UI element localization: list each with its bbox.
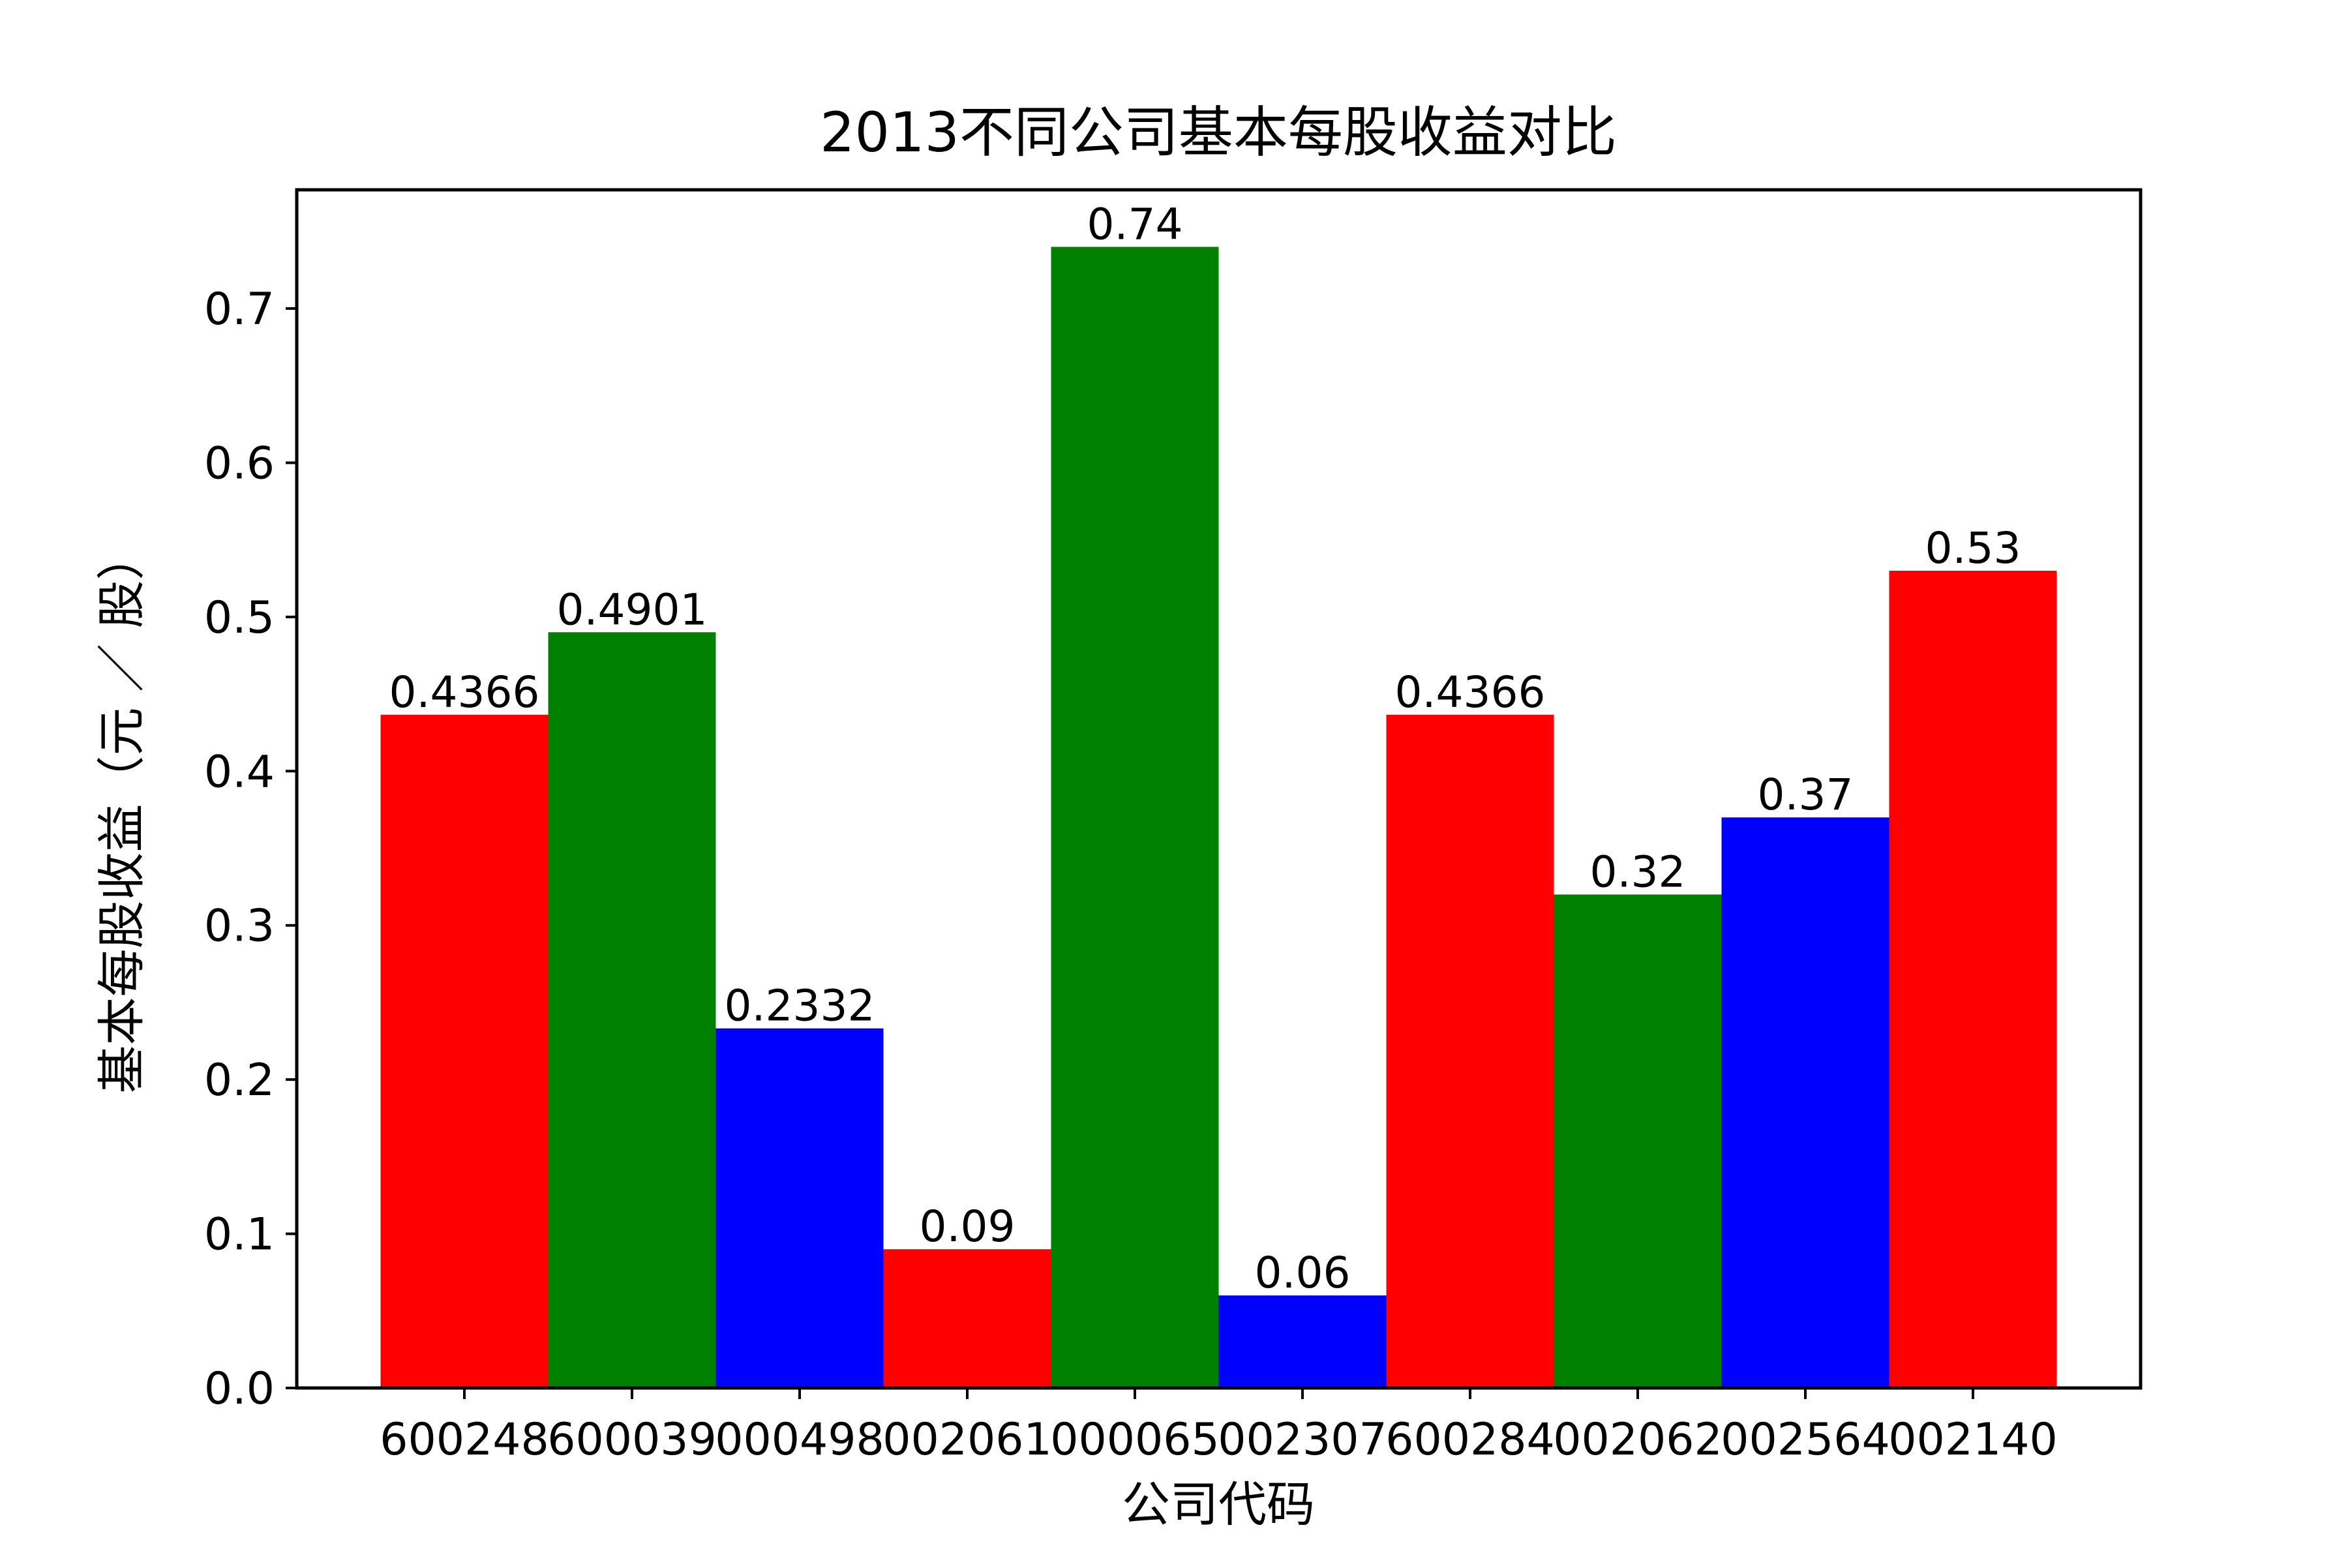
y-tick-label-6: 0.6 xyxy=(204,438,275,489)
bar-002564 xyxy=(1721,817,1889,1388)
value-label-000498: 0.2332 xyxy=(725,981,875,1031)
y-axis-label: 基本每股收益（元 ／ 股） xyxy=(94,532,150,1093)
x-tick-label-002564: 002564 xyxy=(1721,1414,1890,1466)
y-tick-label-0: 0.0 xyxy=(204,1363,275,1415)
value-labels-layer: 0.4366 0.4901 0.2332 0.09 0.74 0.06 0.4366 0.32… xyxy=(389,199,2021,1298)
bar-002307 xyxy=(1218,1295,1387,1388)
bar-600039 xyxy=(548,632,716,1388)
x-tick-label-002062: 002062 xyxy=(1553,1414,1723,1466)
bar-000065 xyxy=(1051,247,1219,1388)
x-tick-label-002140: 002140 xyxy=(1888,1414,2058,1466)
y-tick-label-5: 0.5 xyxy=(204,592,275,644)
value-label-002140: 0.53 xyxy=(1925,523,2021,573)
value-label-002307: 0.06 xyxy=(1255,1248,1351,1298)
y-tick-label-4: 0.4 xyxy=(204,746,275,798)
value-label-002061: 0.09 xyxy=(920,1201,1016,1252)
bar-600248 xyxy=(380,714,549,1388)
y-tick-label-3: 0.3 xyxy=(204,901,275,952)
x-axis-label: 公司代码 xyxy=(1122,1477,1315,1533)
bar-002061 xyxy=(883,1249,1051,1388)
value-label-600284: 0.4366 xyxy=(1395,667,1546,717)
plot-area-frame xyxy=(295,188,2143,1390)
x-tick-label-000498: 000498 xyxy=(715,1414,884,1466)
bars-layer xyxy=(380,247,2057,1388)
bar-002140 xyxy=(1889,570,2057,1388)
bar-000498 xyxy=(715,1028,884,1388)
value-label-600248: 0.4366 xyxy=(389,667,540,717)
bar-600284 xyxy=(1386,714,1554,1388)
x-tick-label-600284: 600284 xyxy=(1385,1414,1555,1466)
x-tick-label-002061: 002061 xyxy=(882,1414,1052,1466)
x-tick-label-600248: 600248 xyxy=(380,1414,549,1466)
x-tick-label-600039: 600039 xyxy=(547,1414,717,1466)
y-tick-label-2: 0.2 xyxy=(204,1055,275,1106)
x-tick-label-002307: 002307 xyxy=(1218,1414,1387,1466)
y-tick-label-7: 0.7 xyxy=(204,284,275,335)
value-label-002062: 0.32 xyxy=(1590,847,1686,897)
y-tick-label-1: 0.1 xyxy=(204,1209,275,1261)
value-label-600039: 0.4901 xyxy=(557,584,708,635)
value-label-000065: 0.74 xyxy=(1087,199,1183,249)
x-axis-ticks: 6002486000390004980020610000650023076002… xyxy=(380,1388,2058,1466)
value-label-002564: 0.37 xyxy=(1758,770,1854,820)
bar-002062 xyxy=(1554,894,1722,1388)
chart-title: 2013不同公司基本每股收益对比 xyxy=(820,100,1617,164)
y-axis-ticks: 0.0 0.1 0.2 0.3 0.4 0.5 0.6 0.7 xyxy=(204,284,297,1415)
x-tick-label-000065: 000065 xyxy=(1050,1414,1220,1466)
